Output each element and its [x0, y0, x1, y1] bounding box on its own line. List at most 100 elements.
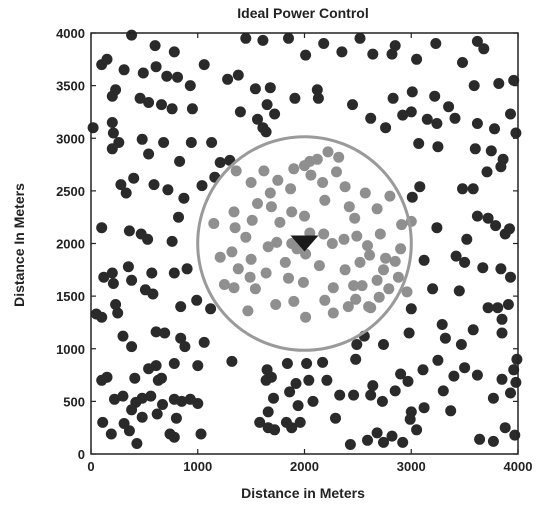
outer-user-point-120 [450, 250, 462, 262]
inner-user-point-80 [384, 190, 396, 202]
y-tick-label-7: 3500 [56, 79, 85, 94]
outer-user-point-8 [283, 32, 294, 44]
outer-user-point-242 [474, 433, 486, 445]
outer-user-point-207 [334, 389, 346, 401]
inner-user-point-43 [348, 280, 360, 292]
outer-user-point-142 [126, 341, 138, 353]
outer-user-point-62 [421, 113, 433, 125]
outer-user-point-123 [495, 263, 507, 275]
inner-user-point-8 [339, 181, 351, 193]
outer-user-point-225 [195, 428, 207, 440]
inner-user-point-47 [373, 291, 385, 303]
inner-user-point-41 [297, 276, 309, 288]
outer-user-point-80 [432, 141, 444, 153]
outer-user-point-146 [179, 341, 191, 353]
outer-user-point-134 [405, 303, 417, 315]
outer-user-point-6 [240, 32, 252, 44]
inner-user-point-74 [246, 214, 258, 226]
outer-user-point-18 [367, 48, 379, 60]
outer-user-point-67 [505, 108, 516, 120]
inner-user-point-24 [318, 228, 330, 240]
inner-user-point-75 [274, 216, 286, 228]
outer-user-point-95 [467, 183, 479, 195]
outer-user-point-33 [261, 99, 273, 111]
inner-user-point-44 [350, 293, 362, 305]
outer-user-point-229 [269, 424, 281, 436]
inner-user-point-57 [331, 166, 342, 178]
inner-user-point-0 [230, 165, 242, 177]
outer-user-point-102 [142, 233, 154, 245]
outer-user-point-107 [471, 210, 483, 222]
outer-user-point-87 [148, 179, 160, 191]
outer-user-point-205 [292, 400, 304, 412]
outer-user-point-193 [117, 390, 129, 402]
inner-user-point-4 [322, 146, 334, 158]
y-tick-label-4: 2000 [56, 237, 85, 252]
outer-user-point-23 [118, 64, 130, 76]
outer-user-point-211 [418, 402, 430, 414]
outer-user-point-86 [120, 187, 132, 199]
inner-user-point-26 [338, 233, 350, 245]
outer-user-point-15 [457, 57, 468, 68]
outer-user-point-156 [496, 327, 508, 339]
outer-user-point-58 [365, 112, 377, 124]
outer-user-point-12 [430, 38, 442, 49]
outer-user-point-183 [348, 389, 360, 401]
outer-user-point-29 [222, 73, 234, 85]
inner-user-point-53 [363, 301, 375, 313]
outer-user-point-192 [109, 393, 120, 405]
inner-user-point-55 [264, 187, 276, 199]
outer-user-point-173 [511, 353, 523, 365]
outer-user-point-214 [505, 387, 516, 399]
inner-user-point-61 [245, 253, 257, 265]
outer-user-point-241 [411, 424, 423, 436]
inner-user-point-58 [349, 212, 361, 224]
inner-user-point-30 [364, 249, 376, 261]
outer-user-point-63 [431, 118, 443, 129]
inner-user-point-29 [374, 228, 386, 240]
outer-user-point-212 [445, 405, 457, 417]
outer-user-point-150 [378, 339, 389, 350]
inner-user-point-13 [286, 206, 298, 218]
outer-user-point-89 [178, 192, 190, 204]
outer-user-point-243 [487, 435, 499, 447]
x-axis-label: Distance in Meters [241, 485, 365, 501]
outer-user-point-85 [128, 172, 140, 184]
inner-user-point-7 [317, 177, 329, 188]
outer-user-point-219 [131, 438, 143, 449]
outer-user-point-24 [137, 67, 149, 79]
outer-user-point-198 [157, 399, 168, 410]
y-tick-label-5: 2500 [56, 184, 85, 199]
outer-user-point-2 [126, 29, 138, 41]
x-tick-label-4: 4000 [504, 459, 533, 474]
outer-user-point-234 [344, 439, 356, 450]
outer-user-point-200 [176, 395, 188, 407]
outer-user-point-164 [281, 358, 293, 369]
outer-user-point-236 [371, 427, 383, 439]
inner-user-point-48 [401, 286, 413, 298]
outer-user-point-88 [162, 184, 174, 196]
outer-user-point-41 [443, 101, 455, 113]
outer-user-point-235 [362, 434, 373, 446]
inner-user-point-10 [228, 206, 240, 218]
y-tick-label-3: 1500 [56, 289, 85, 304]
outer-user-point-13 [471, 35, 483, 47]
outer-user-point-206 [307, 395, 319, 407]
outer-user-point-132 [191, 294, 203, 306]
outer-user-point-70 [113, 137, 125, 148]
outer-user-point-46 [106, 117, 118, 128]
outer-user-point-181 [303, 374, 315, 386]
outer-user-point-55 [252, 113, 263, 125]
outer-user-point-190 [510, 376, 522, 388]
outer-user-point-226 [262, 406, 274, 418]
outer-user-point-9 [318, 38, 330, 49]
inner-user-point-40 [283, 272, 294, 284]
inner-user-point-60 [226, 246, 238, 258]
inner-user-point-23 [300, 248, 312, 260]
outer-user-point-158 [150, 360, 162, 372]
y-tick-label-0: 0 [78, 447, 85, 462]
outer-user-point-97 [495, 161, 507, 173]
inner-user-point-72 [383, 283, 395, 295]
outer-user-point-202 [192, 398, 204, 409]
